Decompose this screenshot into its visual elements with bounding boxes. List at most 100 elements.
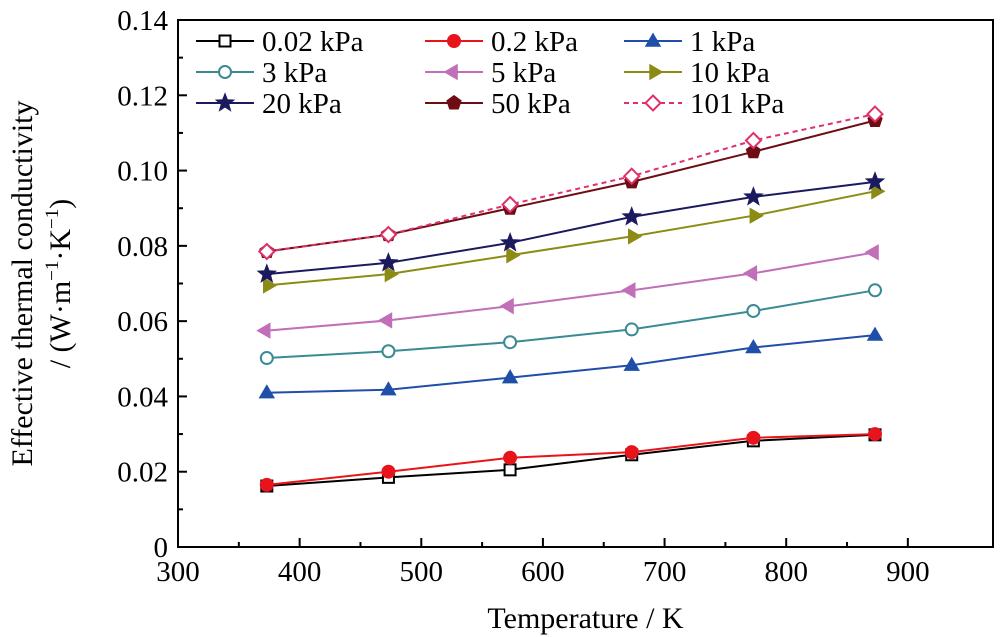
y-unit-prefix: / (W·m (44, 281, 77, 368)
data-point (259, 477, 274, 492)
legend-item: 0.02 kPa (196, 26, 364, 58)
legend-label: 20 kPa (262, 88, 342, 120)
x-tick-label: 700 (643, 556, 687, 588)
legend-label: 3 kPa (262, 57, 327, 89)
series-5-kpa (256, 244, 879, 339)
data-point (864, 171, 886, 191)
data-point (381, 464, 396, 479)
x-tick-label: 500 (400, 556, 444, 588)
data-point (499, 231, 521, 252)
data-point (256, 322, 271, 339)
y-axis-title-line1: Effective thermal conductivity (6, 101, 39, 467)
y-unit-suffix: ) (44, 199, 77, 209)
data-point (866, 105, 884, 124)
series-1-kpa (258, 326, 884, 399)
legend-marker (443, 63, 458, 81)
series-3-kpa (259, 283, 883, 366)
series-line (266, 180, 876, 276)
series-101-kpa (257, 105, 884, 261)
data-point (628, 228, 643, 245)
series-line (266, 289, 876, 359)
legend-marker (644, 32, 662, 47)
y-tick-label: 0.02 (117, 457, 168, 489)
data-point (624, 445, 639, 460)
legend: 0.02 kPa 0.2 kPa 1 kPa 3 kPa 5 kPa 10 kPa 20 k… (196, 26, 784, 120)
legend-label: 0.2 kPa (491, 26, 578, 58)
data-point (864, 244, 879, 261)
y-tick-label: 0.04 (117, 381, 168, 413)
legend-label: 0.02 kPa (262, 26, 364, 58)
data-point (259, 351, 274, 366)
series-line (266, 433, 876, 487)
legend-marker (218, 34, 232, 48)
y-unit-sup2: −1 (42, 209, 63, 229)
y-tick-label: 0.06 (117, 306, 168, 338)
y-tick-label: 0.10 (117, 156, 168, 188)
data-point (377, 312, 393, 329)
y-unit-mid: ·K (44, 229, 77, 261)
x-axis-title: Temperature / K (487, 602, 683, 635)
data-point (749, 207, 764, 224)
data-point (501, 195, 520, 214)
legend-marker (649, 63, 664, 81)
series-layer (256, 105, 886, 493)
x-tick-label: 300 (156, 556, 200, 588)
data-point (506, 247, 521, 264)
data-point (380, 381, 397, 396)
series-line (266, 433, 876, 486)
data-point (621, 206, 642, 226)
data-point (503, 450, 518, 465)
legend-item: 5 kPa (425, 57, 556, 89)
data-point (744, 131, 763, 150)
legend-label: 50 kPa (491, 88, 571, 120)
data-point (745, 143, 761, 159)
series-line (266, 113, 876, 253)
data-point (746, 303, 761, 318)
legend-label: 1 kPa (690, 26, 755, 58)
data-point (742, 265, 758, 282)
legend-item: 20 kPa (196, 88, 342, 120)
series-20-kpa (256, 171, 886, 283)
series-line (266, 334, 876, 394)
data-point (503, 335, 518, 350)
legend-marker (218, 65, 232, 79)
series-0-2-kpa (259, 427, 883, 492)
legend-label: 10 kPa (690, 57, 770, 89)
data-point (623, 356, 640, 371)
y-tick-label: 0 (154, 532, 169, 564)
x-tick-label: 600 (521, 556, 565, 588)
data-point (622, 167, 641, 186)
legend-item: 10 kPa (624, 57, 770, 89)
data-point (384, 265, 399, 283)
data-point (381, 344, 396, 359)
y-axis-title: Effective thermal conductivity / (W·m−1·… (6, 101, 77, 467)
data-point (501, 369, 519, 384)
data-point (503, 463, 517, 477)
legend-item: 50 kPa (425, 88, 571, 120)
series-50-kpa (259, 112, 883, 258)
y-axis-title-line2: / (W·m−1·K−1) (42, 199, 77, 369)
axis-ticks: 300 400 500 600 700 800 900 0 0.02 0.04 0.06 0.08 0.… (117, 5, 929, 588)
y-tick-label: 0.14 (117, 5, 168, 37)
data-point (621, 282, 636, 299)
data-point (263, 277, 278, 294)
series-line (266, 251, 876, 332)
legend-item: 3 kPa (196, 57, 327, 89)
legend-marker (644, 94, 662, 112)
data-point (868, 427, 883, 442)
data-point (256, 263, 278, 283)
y-unit-sup1: −1 (42, 261, 63, 281)
x-tick-label: 900 (886, 556, 930, 588)
data-point (379, 225, 398, 244)
legend-label: 5 kPa (491, 57, 556, 89)
legend-item: 0.2 kPa (425, 26, 578, 58)
data-point (258, 384, 276, 399)
data-point (743, 186, 764, 206)
data-point (257, 242, 276, 261)
series-0-02-kpa (260, 428, 882, 493)
legend-label: 101 kPa (690, 88, 784, 120)
data-point (378, 252, 399, 272)
legend-marker (447, 34, 461, 48)
data-point (745, 339, 762, 354)
